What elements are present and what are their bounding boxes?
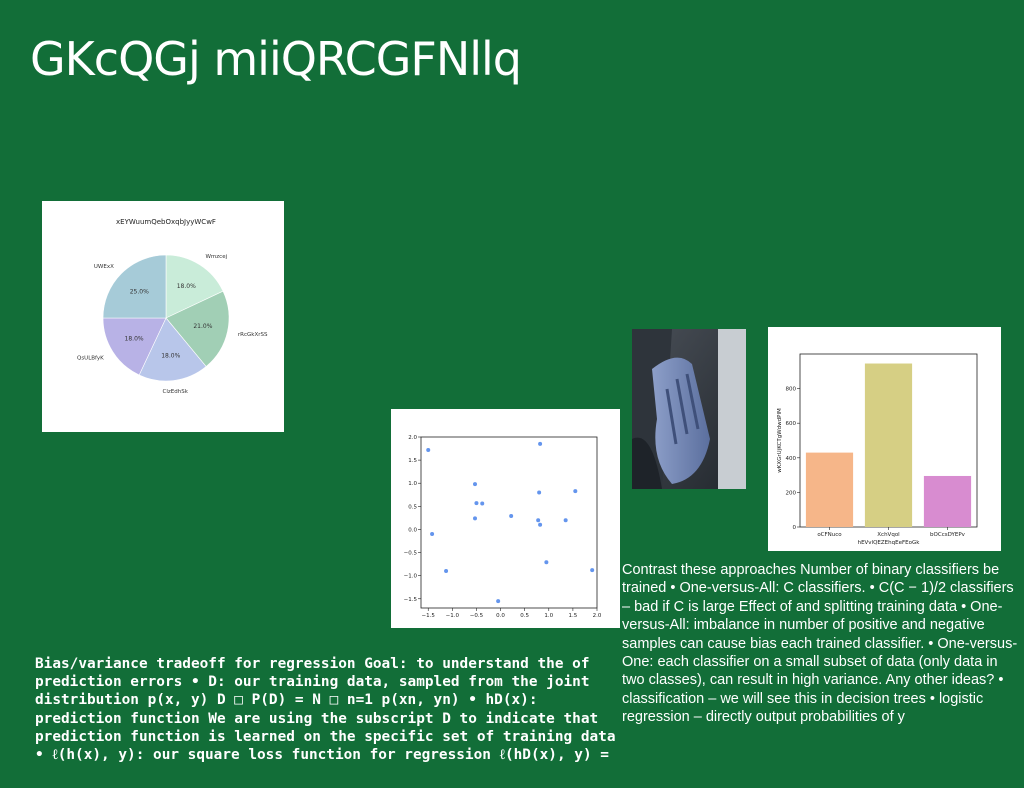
pie-slice-percent: 18.0% bbox=[125, 335, 144, 342]
scatter-point bbox=[544, 560, 549, 565]
pie-slice-percent: 18.0% bbox=[177, 283, 196, 290]
bar-chart: 0 200 400 600 800 oCFNuco XchVqol bOCcsDYEPv hEV… bbox=[777, 353, 978, 546]
x-tick-label: 1.0 bbox=[544, 613, 553, 619]
pie-slice-percent: 25.0% bbox=[130, 288, 149, 295]
x-tick-label: −1.0 bbox=[446, 613, 460, 619]
y-tick-label: −0.5 bbox=[404, 551, 418, 557]
scatter-point bbox=[430, 532, 435, 537]
scatter-point bbox=[573, 489, 578, 494]
scatter-point bbox=[538, 441, 543, 446]
scatter-plot-frame bbox=[420, 436, 598, 609]
x-tick-label: XchVqol bbox=[877, 532, 900, 538]
y-tick-label: 2.0 bbox=[408, 435, 417, 441]
pie-chart-title: xEYWuumQebOxqbJyyWCwF bbox=[116, 218, 216, 226]
y-tick-label: 0.0 bbox=[408, 527, 417, 533]
pie-slice-percent: 21.0% bbox=[193, 323, 212, 330]
slide-body-left: Bias/variance tradeoff for regression Go… bbox=[35, 656, 616, 764]
scatter-point bbox=[426, 447, 431, 452]
pie-slice bbox=[102, 317, 167, 376]
x-tick-label: 1.5 bbox=[569, 613, 578, 619]
pie-slice bbox=[165, 254, 224, 319]
scatter-point bbox=[474, 501, 479, 506]
bar bbox=[864, 363, 913, 527]
y-tick-label: 0.5 bbox=[408, 504, 417, 510]
y-tick-label: 200 bbox=[786, 490, 797, 496]
pie-slice-label: UWExX bbox=[94, 264, 114, 270]
scatter-point bbox=[496, 599, 501, 604]
scatter-point bbox=[509, 514, 514, 519]
y-tick-label: 400 bbox=[786, 456, 797, 462]
x-axis-label: hEVvlQEZEhqEeFEoGk bbox=[858, 540, 921, 546]
bar bbox=[805, 452, 854, 527]
scatter-point bbox=[563, 518, 568, 523]
y-tick-label: −1.0 bbox=[404, 574, 418, 580]
bar bbox=[923, 475, 972, 527]
x-tick-label: oCFNuco bbox=[817, 532, 842, 538]
y-tick-label: 1.0 bbox=[408, 481, 417, 487]
scatter-plot: −1.5 −1.0 −0.5 0.0 0.5 1.0 1.5 2.0 −1.5 −1.0 −0.5 0… bbox=[404, 435, 602, 619]
scatter-point bbox=[538, 522, 543, 527]
pie-slice-label: QsULBfyK bbox=[77, 355, 104, 361]
scatter-point bbox=[480, 501, 485, 506]
photo-art bbox=[632, 329, 746, 489]
pie-slice bbox=[165, 290, 230, 367]
x-tick-label: −0.5 bbox=[470, 613, 484, 619]
y-tick-label: 0 bbox=[793, 525, 797, 531]
pie-chart: xEYWuumQebOxqbJyyWCwF 18.0% Wmzcej 21.0% rR… bbox=[77, 218, 268, 395]
pie-slice-label: Wmzcej bbox=[205, 254, 227, 260]
scatter-point bbox=[537, 490, 542, 495]
pie-slice-percent: 18.0% bbox=[161, 353, 180, 360]
pie-slice bbox=[138, 317, 207, 382]
pie-slice-label: ClzEdhSk bbox=[163, 389, 189, 395]
x-tick-label: bOCcsDYEPv bbox=[930, 532, 966, 538]
y-tick-label: 1.5 bbox=[408, 458, 417, 464]
slide-body-right: Contrast these approaches Number of bina… bbox=[622, 562, 1018, 726]
y-tick-label: 600 bbox=[786, 421, 797, 427]
y-tick-label: −1.5 bbox=[404, 597, 418, 603]
x-tick-label: 0.0 bbox=[496, 613, 505, 619]
pie-chart-figure: xEYWuumQebOxqbJyyWCwF 18.0% Wmzcej 21.0% rR… bbox=[42, 201, 284, 432]
x-tick-label: −1.5 bbox=[422, 613, 436, 619]
scatter-point bbox=[590, 568, 595, 573]
scatter-point bbox=[473, 482, 478, 487]
pie-slice-label: rRcGkXrSS bbox=[238, 332, 268, 338]
scatter-point bbox=[473, 516, 478, 521]
x-tick-label: 0.5 bbox=[520, 613, 529, 619]
scatter-plot-figure: −1.5 −1.0 −0.5 0.0 0.5 1.0 1.5 2.0 −1.5 −1.0 −0.5 0… bbox=[391, 409, 620, 628]
scatter-point bbox=[444, 569, 449, 574]
pie-slice bbox=[102, 254, 167, 319]
x-tick-label: 2.0 bbox=[593, 613, 602, 619]
scatter-point bbox=[536, 518, 541, 523]
y-axis-label: wKXGrUjKCTgWdwdPlM bbox=[777, 408, 783, 473]
slide-title: GKcQGj miiQRCGFNllq bbox=[30, 32, 522, 86]
bar-chart-figure: 0 200 400 600 800 oCFNuco XchVqol bOCcsDYEPv hEV… bbox=[768, 327, 1001, 551]
photo-image bbox=[632, 329, 746, 489]
y-tick-label: 800 bbox=[786, 387, 797, 393]
